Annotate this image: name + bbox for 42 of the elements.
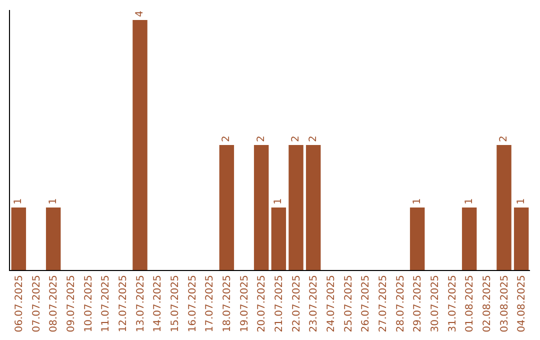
data-label: 4	[134, 10, 146, 17]
x-tick-label: 28.07.2025	[395, 275, 406, 332]
x-tick-label: 16.07.2025	[187, 275, 198, 332]
x-tick-label: 29.07.2025	[412, 275, 424, 332]
x-tick-label: 21.07.2025	[274, 275, 285, 332]
x-tick-label: 07.07.2025	[31, 275, 42, 332]
data-label: 2	[256, 136, 267, 142]
data-label: 1	[464, 198, 475, 204]
x-tick-label: 15.07.2025	[170, 275, 181, 332]
x-tick-label: 17.07.2025	[204, 275, 216, 332]
data-label: 1	[273, 198, 284, 204]
data-label: 2	[221, 136, 232, 142]
x-tick-label: 11.07.2025	[100, 275, 112, 332]
x-tick-label: 08.07.2025	[48, 275, 60, 332]
x-tick-label: 26.07.2025	[360, 275, 372, 332]
data-label: 2	[308, 136, 319, 142]
x-tick-label: 25.07.2025	[343, 275, 354, 332]
x-tick-label: 23.07.2025	[308, 275, 320, 332]
x-tick-label: 03.08.2025	[499, 275, 510, 332]
x-tick-label: 09.07.2025	[66, 275, 77, 332]
data-label: 1	[13, 198, 24, 204]
x-tick-label: 14.07.2025	[152, 275, 164, 332]
data-label: 2	[498, 136, 510, 142]
data-label: 1	[48, 198, 59, 204]
x-tick-label: 19.07.2025	[239, 275, 250, 332]
x-tick-label: 30.07.2025	[430, 275, 441, 332]
x-tick-label: 27.07.2025	[378, 275, 389, 332]
x-tick-label: 20.07.2025	[256, 275, 268, 332]
x-tick-label: 10.07.2025	[83, 275, 94, 332]
x-tick-label: 24.07.2025	[326, 275, 337, 332]
x-tick-label: 02.08.2025	[482, 275, 493, 332]
data-label: 2	[290, 136, 302, 142]
x-tick-label: 31.07.2025	[447, 275, 458, 332]
data-label: 1	[412, 198, 423, 204]
x-tick-label: 18.07.2025	[222, 275, 233, 332]
x-tick-label: 01.08.2025	[464, 275, 476, 332]
x-tick-label: 12.07.2025	[118, 275, 129, 332]
x-tick-label: 04.08.2025	[516, 275, 528, 332]
x-tick-label: 13.07.2025	[135, 275, 146, 332]
data-label: 1	[516, 198, 527, 204]
x-tick-label: 22.07.2025	[291, 275, 302, 332]
x-tick-label: 06.07.2025	[14, 275, 25, 332]
